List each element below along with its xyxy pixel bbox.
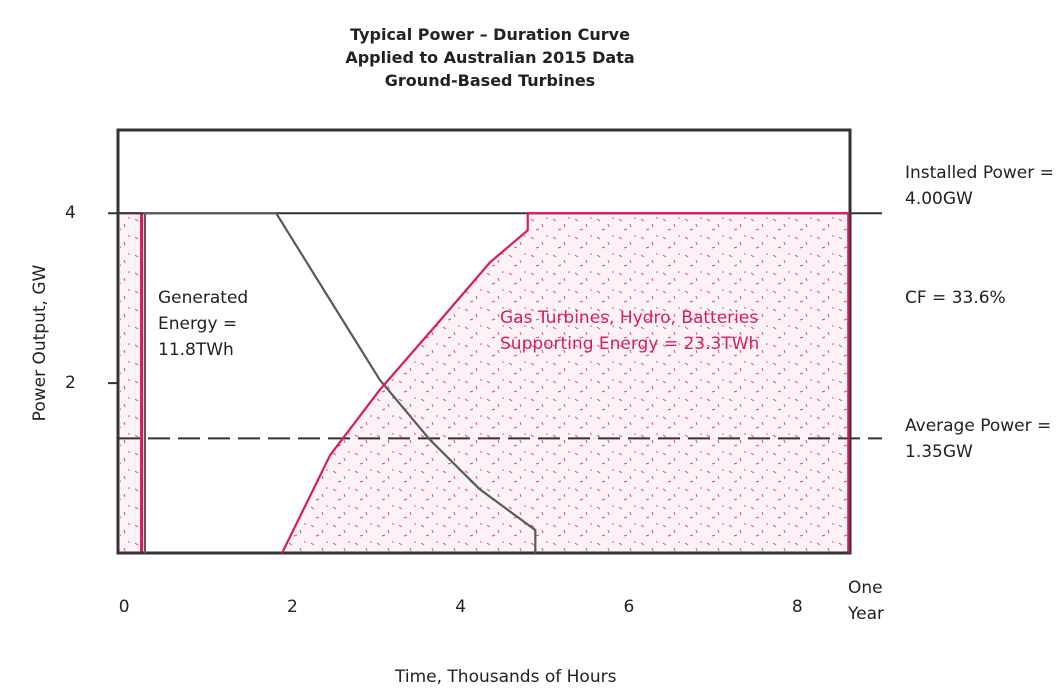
x-tick-label: 6 xyxy=(623,597,635,617)
annotation: Average Power = 1.35GW xyxy=(905,416,1052,462)
x-tick-label: One Year xyxy=(848,578,884,624)
series-line xyxy=(281,212,850,554)
y-tick-label: 2 xyxy=(65,373,76,394)
series-line xyxy=(143,212,537,553)
y-tick-label: 4 xyxy=(65,203,76,224)
plot-frame xyxy=(116,128,852,555)
x-tick-label: 0 xyxy=(118,597,130,617)
annotation: Generated Energy = 11.8TWh xyxy=(158,288,249,360)
chart-subtitle: Ground-Based Turbines xyxy=(384,71,596,90)
annotation: Installed Power = 4.00GW xyxy=(905,163,1054,209)
area-fill xyxy=(282,213,849,553)
x-tick-label: 2 xyxy=(287,597,298,617)
x-tick-label: 8 xyxy=(791,597,803,617)
strip-fill xyxy=(120,213,141,553)
annotation: Gas Turbines, Hydro, Batteries Supportin… xyxy=(500,308,760,354)
y-axis-label: Power Output, GW xyxy=(30,264,50,422)
annotation: CF = 33.6% xyxy=(905,288,1006,308)
x-axis-label: Time, Thousands of Hours xyxy=(395,667,617,687)
x-tick-label: 4 xyxy=(455,597,467,617)
chart-subtitle: Applied to Australian 2015 Data xyxy=(345,48,635,67)
chart-title: Typical Power – Duration Curve xyxy=(350,25,630,44)
